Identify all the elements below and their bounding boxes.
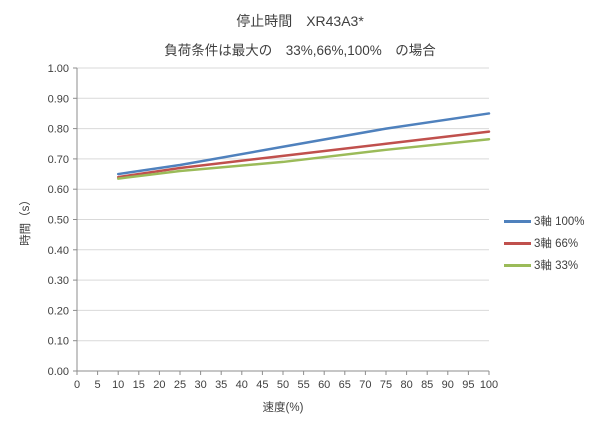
y-tick-label: 0.50 xyxy=(48,215,69,227)
y-tick-label: 0.80 xyxy=(48,124,69,136)
x-tick-label: 45 xyxy=(256,379,268,391)
legend-label: 3軸 100% xyxy=(534,216,585,228)
x-tick-label: 40 xyxy=(236,379,248,391)
x-tick-label: 80 xyxy=(400,379,412,391)
x-tick-label: 50 xyxy=(277,379,289,391)
y-tick-label: 0.40 xyxy=(48,245,69,257)
x-tick-label: 95 xyxy=(462,379,474,391)
legend-label: 3軸 33% xyxy=(534,260,579,272)
x-tick-label: 0 xyxy=(74,379,80,391)
x-tick-label: 25 xyxy=(174,379,186,391)
legend-item: 3軸 33% xyxy=(504,257,585,273)
x-tick-label: 10 xyxy=(112,379,124,391)
y-axis-title: 時間（s） xyxy=(20,194,32,246)
series-line xyxy=(116,112,491,176)
legend-item: 3軸 100% xyxy=(504,213,585,229)
y-tick-label: 0.00 xyxy=(48,366,69,378)
x-tick-label: 30 xyxy=(194,379,206,391)
x-tick-label: 90 xyxy=(442,379,454,391)
chart-title: 停止時間 XR43A3* xyxy=(236,13,364,29)
legend-label: 3軸 66% xyxy=(534,238,579,250)
x-tick-label: 15 xyxy=(133,379,145,391)
y-tick-label: 1.00 xyxy=(48,63,69,75)
x-tick-label: 35 xyxy=(215,379,227,391)
y-tick-label: 0.20 xyxy=(48,305,69,317)
x-tick-label: 75 xyxy=(380,379,392,391)
x-tick-label: 70 xyxy=(359,379,371,391)
legend-swatch xyxy=(504,263,531,267)
y-tick-label: 0.10 xyxy=(48,336,69,348)
legend: 3軸 100% 3軸 66% 3軸 33% xyxy=(504,213,585,273)
series-line xyxy=(116,137,491,180)
x-axis-title: 速度(%) xyxy=(262,402,304,414)
x-tick-label: 20 xyxy=(153,379,165,391)
x-tick-label: 60 xyxy=(318,379,330,391)
y-tick-label: 0.30 xyxy=(48,275,69,287)
chart-subtitle: 負荷条件は最大の 33%,66%,100% の場合 xyxy=(164,43,436,58)
y-tick-label: 0.60 xyxy=(48,184,69,196)
y-tick-label: 0.90 xyxy=(48,93,69,105)
series-line xyxy=(116,130,491,179)
legend-item: 3軸 66% xyxy=(504,235,585,251)
legend-swatch xyxy=(504,241,531,245)
title-block: 停止時間 XR43A3* 負荷条件は最大の 33%,66%,100% の場合 xyxy=(0,0,600,59)
x-tick-label: 100 xyxy=(480,379,498,391)
legend-swatch xyxy=(504,219,531,223)
x-tick-label: 65 xyxy=(339,379,351,391)
x-tick-label: 55 xyxy=(297,379,309,391)
y-tick-label: 0.70 xyxy=(48,154,69,166)
x-tick-label: 5 xyxy=(95,379,101,391)
x-tick-label: 85 xyxy=(421,379,433,391)
